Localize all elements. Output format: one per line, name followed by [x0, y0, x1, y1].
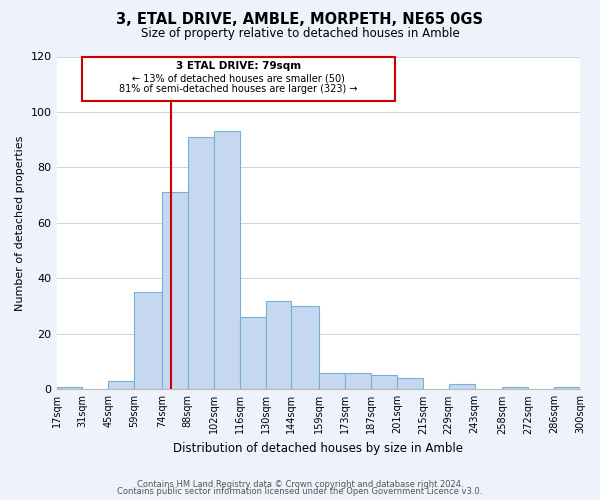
- Bar: [292, 306, 319, 390]
- Bar: [239, 317, 266, 390]
- Text: 81% of semi-detached houses are larger (323) →: 81% of semi-detached houses are larger (…: [119, 84, 358, 94]
- Bar: [134, 292, 162, 390]
- X-axis label: Distribution of detached houses by size in Amble: Distribution of detached houses by size …: [173, 442, 463, 455]
- Bar: [397, 378, 423, 390]
- Bar: [214, 132, 239, 390]
- Bar: [554, 386, 580, 390]
- Bar: [345, 372, 371, 390]
- Text: ← 13% of detached houses are smaller (50): ← 13% of detached houses are smaller (50…: [132, 73, 345, 83]
- Text: 3 ETAL DRIVE: 79sqm: 3 ETAL DRIVE: 79sqm: [176, 60, 301, 70]
- Text: Contains HM Land Registry data © Crown copyright and database right 2024.: Contains HM Land Registry data © Crown c…: [137, 480, 463, 489]
- Bar: [449, 384, 475, 390]
- Y-axis label: Number of detached properties: Number of detached properties: [15, 135, 25, 310]
- Bar: [502, 386, 528, 390]
- Bar: [56, 386, 82, 390]
- Text: Contains public sector information licensed under the Open Government Licence v3: Contains public sector information licen…: [118, 488, 482, 496]
- Bar: [371, 376, 397, 390]
- FancyBboxPatch shape: [82, 56, 395, 101]
- Text: 3, ETAL DRIVE, AMBLE, MORPETH, NE65 0GS: 3, ETAL DRIVE, AMBLE, MORPETH, NE65 0GS: [116, 12, 484, 28]
- Bar: [319, 372, 345, 390]
- Text: Size of property relative to detached houses in Amble: Size of property relative to detached ho…: [140, 28, 460, 40]
- Bar: [109, 381, 134, 390]
- Bar: [162, 192, 188, 390]
- Bar: [188, 137, 214, 390]
- Bar: [266, 300, 292, 390]
